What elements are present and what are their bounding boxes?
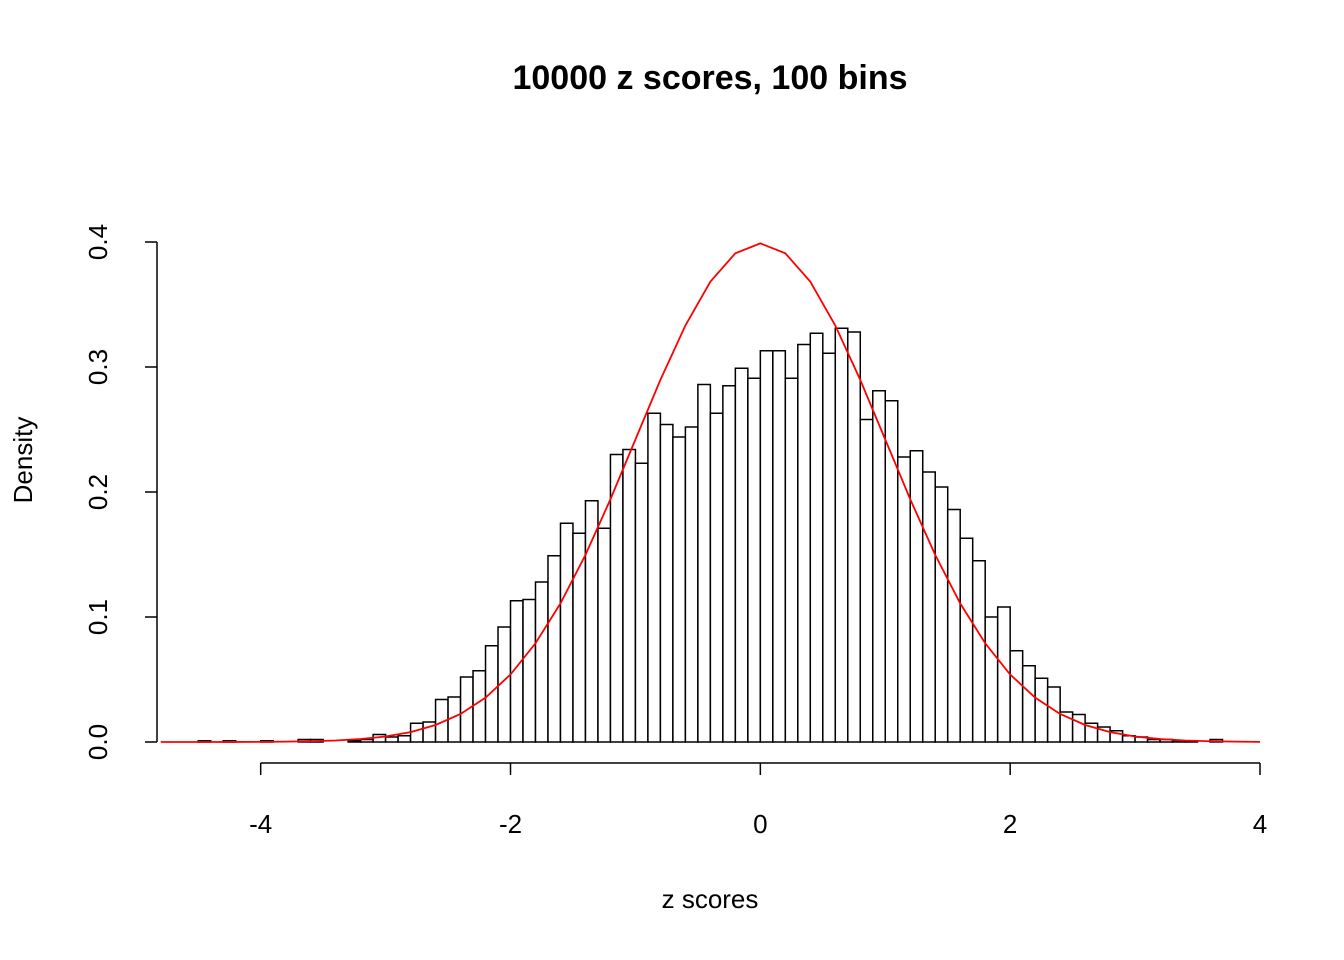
bar: [1009, 650, 1024, 743]
bar: [747, 377, 762, 743]
bar: [634, 462, 649, 743]
bar: [409, 722, 424, 743]
bar: [484, 645, 499, 743]
bar: [1146, 738, 1161, 743]
bar: [971, 560, 986, 743]
bar: [872, 390, 887, 743]
bar: [384, 736, 399, 743]
x-axis-label: z scores: [662, 884, 759, 914]
bar: [559, 522, 574, 743]
x-tick-label: 2: [1003, 809, 1017, 839]
density-curve: [160, 242, 1261, 743]
bar: [722, 385, 737, 743]
bar: [397, 735, 412, 743]
bar: [347, 740, 362, 743]
y-axis-label: Density: [8, 417, 38, 504]
bar: [672, 436, 687, 743]
bar: [934, 486, 949, 743]
bar: [884, 400, 899, 743]
bar: [584, 500, 599, 743]
bar: [921, 471, 936, 743]
x-tick-label: 4: [1253, 809, 1267, 839]
bar: [809, 332, 824, 743]
bar: [1071, 713, 1086, 743]
bar: [1034, 677, 1049, 743]
bar: [996, 606, 1011, 743]
bar: [959, 537, 974, 743]
bar: [709, 412, 724, 743]
bar: [684, 426, 699, 743]
y-tick-label: 0.4: [83, 224, 113, 260]
bar: [659, 423, 674, 743]
bar: [909, 450, 924, 743]
y-tick-label: 0.1: [83, 599, 113, 635]
bar: [896, 456, 911, 743]
y-tick-label: 0.3: [83, 349, 113, 385]
bar: [822, 352, 837, 743]
bar: [597, 527, 612, 743]
bar: [859, 418, 874, 743]
x-tick-label: 0: [753, 809, 767, 839]
bar: [1021, 665, 1036, 743]
bar: [534, 581, 549, 743]
bar: [547, 555, 562, 743]
bar: [847, 331, 862, 743]
bar: [609, 453, 624, 743]
x-tick-label: -2: [499, 809, 522, 839]
bar: [759, 350, 774, 743]
x-tick-label: -4: [249, 809, 272, 839]
bar: [946, 508, 961, 743]
bar: [572, 532, 587, 743]
y-tick-label: 0.0: [83, 724, 113, 760]
bar: [622, 448, 637, 743]
bar: [359, 738, 374, 743]
bar: [784, 377, 799, 743]
bar: [647, 412, 662, 743]
bar: [522, 598, 537, 743]
bar: [1046, 686, 1061, 743]
bar: [834, 327, 849, 743]
bar: [772, 350, 787, 743]
y-tick-label: 0.2: [83, 474, 113, 510]
bar: [797, 343, 812, 743]
bar: [472, 670, 487, 743]
bar: [734, 367, 749, 743]
chart-title: 10000 z scores, 100 bins: [512, 59, 907, 97]
bar: [984, 616, 999, 743]
bar: [697, 383, 712, 743]
